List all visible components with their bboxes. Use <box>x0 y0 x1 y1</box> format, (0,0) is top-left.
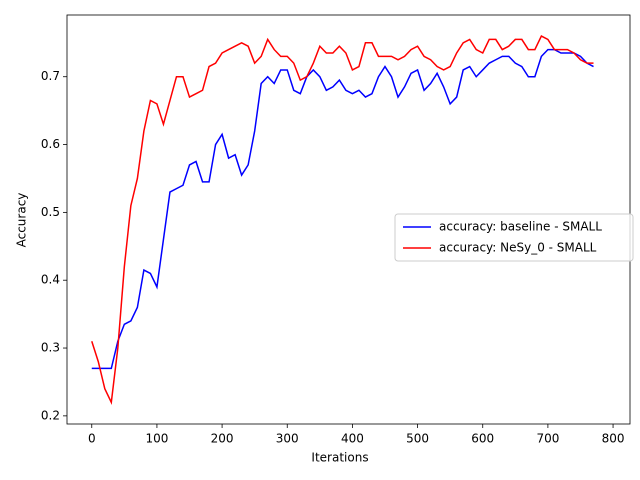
x-axis-label: Iterations <box>311 451 368 465</box>
series-line <box>91 48 594 370</box>
y-tick-label: 0.4 <box>41 273 60 287</box>
y-tick-label: 0.7 <box>41 69 60 83</box>
x-tick-label: 100 <box>145 432 168 446</box>
y-tick-label: 0.6 <box>41 137 60 151</box>
x-tick-label: 600 <box>471 432 494 446</box>
legend-box <box>394 213 634 262</box>
x-tick-label: 400 <box>341 432 364 446</box>
x-tick-label: 500 <box>406 432 429 446</box>
series-line <box>91 35 594 405</box>
x-tick-label: 700 <box>536 432 559 446</box>
x-tick-label: 200 <box>211 432 234 446</box>
legend-label: accuracy: baseline - SMALL <box>439 220 602 234</box>
x-tick-label: 300 <box>276 432 299 446</box>
legend-label: accuracy: NeSy_0 - SMALL <box>439 241 597 255</box>
y-tick-label: 0.2 <box>41 408 60 422</box>
y-tick-label: 0.3 <box>41 341 60 355</box>
y-axis-label: Accuracy <box>15 193 29 248</box>
y-tick-label: 0.5 <box>41 205 60 219</box>
x-tick-label: 0 <box>88 432 96 446</box>
x-tick-label: 800 <box>602 432 625 446</box>
